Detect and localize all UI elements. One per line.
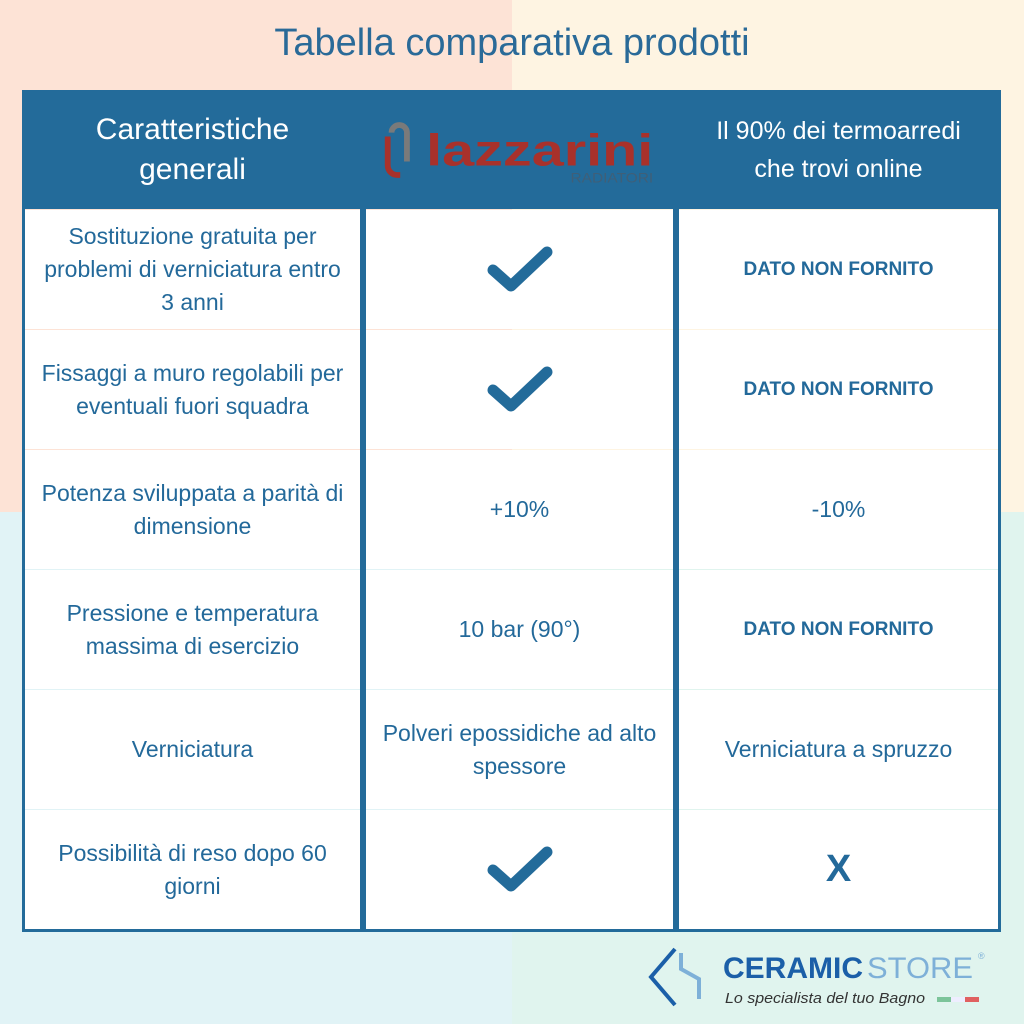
header-features: Caratteristiche generali (25, 90, 360, 209)
feature-cell: Possibilità di reso dopo 60 giorni (25, 810, 360, 929)
feature-cell: Potenza sviluppata a parità di dimension… (25, 450, 360, 569)
lazzarini-cell: 10 bar (90°) (366, 570, 673, 689)
svg-text:lazzarini: lazzarini (426, 126, 653, 175)
others-column: Il 90% dei termoarredi che trovi online … (676, 90, 1001, 932)
check-icon (487, 366, 552, 411)
lazzarini-cell: +10% (366, 450, 673, 569)
features-column: Caratteristiche generali Sostituzione gr… (22, 90, 363, 932)
check-icon (487, 246, 552, 291)
others-cell: Verniciatura a spruzzo (679, 690, 998, 809)
others-cell: -10% (679, 450, 998, 569)
feature-cell: Sostituzione gratuita per problemi di ve… (25, 210, 360, 329)
svg-text:RADIATORI: RADIATORI (570, 170, 653, 185)
feature-cell: Verniciatura (25, 690, 360, 809)
others-cell: DATO NON FORNITO (679, 570, 998, 689)
header-others: Il 90% dei termoarredi che trovi online (679, 90, 998, 209)
svg-text:Lo specialista del tuo Bagno: Lo specialista del tuo Bagno (725, 990, 925, 1007)
check-icon (487, 846, 552, 891)
feature-cell: Pressione e temperatura massima di eserc… (25, 570, 360, 689)
lazzarini-cell (366, 330, 673, 449)
others-cell: DATO NON FORNITO (679, 210, 998, 329)
page-title: Tabella comparativa prodotti (274, 22, 750, 64)
svg-text:CERAMIC: CERAMIC (723, 952, 863, 985)
lazzarini-logo: lazzarini RADIATORI (366, 90, 673, 209)
others-cell: DATO NON FORNITO (679, 330, 998, 449)
others-cell: X (679, 810, 998, 929)
ceramicstore-logo: CERAMIC STORE ® Lo specialista del tuo B… (645, 945, 990, 1010)
lazzarini-cell: Polveri epossidiche ad alto spessore (366, 690, 673, 809)
lazzarini-cell (366, 210, 673, 329)
lazzarini-cell (366, 810, 673, 929)
feature-cell: Fissaggi a muro regolabili per eventuali… (25, 330, 360, 449)
svg-text:®: ® (978, 951, 985, 961)
lazzarini-column: lazzarini RADIATORI +10% 10 bar (90°) Polv… (363, 90, 676, 932)
svg-text:STORE: STORE (867, 952, 973, 985)
